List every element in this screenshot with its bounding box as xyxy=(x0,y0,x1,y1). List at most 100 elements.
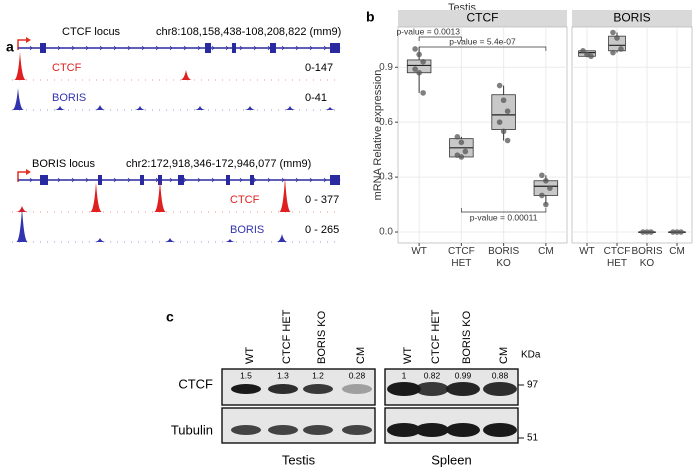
x-tick-label: CM xyxy=(538,246,554,257)
point xyxy=(458,154,465,160)
strand-arrow xyxy=(197,45,201,51)
strand-arrow xyxy=(323,177,327,183)
band xyxy=(303,384,333,394)
significance-bracket xyxy=(461,208,547,213)
locus-coords: chr2:172,918,346-172,946,077 (mm9) xyxy=(126,158,311,170)
strand-arrow xyxy=(141,45,145,51)
point xyxy=(416,51,422,58)
p-value: p-value = 0.0013 xyxy=(396,26,460,36)
strand-arrow xyxy=(253,45,257,51)
point xyxy=(454,134,461,140)
track-name: BORIS xyxy=(230,224,264,236)
exon xyxy=(140,175,144,185)
signal-peak xyxy=(90,182,102,212)
point xyxy=(648,229,654,235)
strand-arrow xyxy=(85,45,89,51)
p-value: p-value = 5.4e-07 xyxy=(449,36,516,46)
unit-label: KDa xyxy=(521,350,541,361)
band xyxy=(303,425,333,435)
signal-peak xyxy=(244,106,256,110)
point xyxy=(504,108,511,115)
signal-peak xyxy=(180,70,192,80)
panel-label: b xyxy=(366,9,375,25)
strand-arrow xyxy=(281,45,285,51)
strand-arrow xyxy=(29,177,33,183)
signal-peak xyxy=(14,52,26,80)
track-range: 0-41 xyxy=(305,92,327,104)
point xyxy=(588,53,594,60)
strand-arrow xyxy=(281,177,285,183)
point xyxy=(610,29,616,36)
y-tick-label: 0.3 xyxy=(379,172,393,183)
strand-arrow xyxy=(113,177,117,183)
point xyxy=(539,192,545,199)
strand-arrow xyxy=(253,177,257,183)
signal-peak xyxy=(224,239,236,242)
signal-peak xyxy=(54,106,66,110)
signal-peak xyxy=(12,88,24,110)
track-name: CTCF xyxy=(230,194,260,206)
locus-name: CTCF locus xyxy=(62,26,121,38)
lane-label: BORIS KO xyxy=(461,310,473,364)
band xyxy=(446,423,480,437)
strand-arrow xyxy=(239,177,243,183)
band-ratio: 1.3 xyxy=(277,370,289,380)
strand-arrow xyxy=(71,45,75,51)
point xyxy=(678,229,684,235)
point xyxy=(610,49,616,56)
point xyxy=(618,46,624,52)
exon xyxy=(98,175,102,185)
strand-arrow xyxy=(127,45,131,51)
strand-arrow xyxy=(29,45,33,51)
strand-arrow xyxy=(211,45,215,51)
signal-peak xyxy=(134,106,146,110)
row-label: Tubulin xyxy=(171,422,213,437)
point xyxy=(670,229,676,235)
exon xyxy=(250,175,254,185)
band xyxy=(231,384,261,394)
band-ratio: 1.2 xyxy=(312,370,324,380)
tss-arrowhead xyxy=(26,169,31,175)
strand-arrow xyxy=(239,45,243,51)
strand-arrow xyxy=(225,45,229,51)
facet-title: CTCF xyxy=(467,11,499,25)
point xyxy=(412,46,418,52)
strand-arrow xyxy=(295,177,299,183)
strand-arrow xyxy=(99,45,103,51)
facet-title: BORIS xyxy=(613,11,650,25)
band xyxy=(387,382,421,396)
signal-peak xyxy=(94,105,106,110)
exon xyxy=(178,175,184,185)
row-label: CTCF xyxy=(178,376,213,391)
point xyxy=(640,229,646,235)
point xyxy=(496,82,503,89)
locus-coords: chr8:108,158,438-108,208,822 (mm9) xyxy=(156,26,341,38)
strand-arrow xyxy=(155,45,159,51)
band xyxy=(342,425,372,435)
signal-peak xyxy=(154,180,166,212)
point xyxy=(420,90,426,96)
point xyxy=(539,172,545,179)
exon xyxy=(270,43,276,53)
lane-label: CTCF HET xyxy=(281,309,293,364)
band xyxy=(268,425,298,435)
band-ratio: 0.82 xyxy=(424,370,441,380)
x-tick-label: CTCF HET xyxy=(448,246,475,269)
strand-arrow xyxy=(323,45,327,51)
y-tick-label: 0.9 xyxy=(379,62,393,73)
band-ratio: 0.28 xyxy=(349,370,366,380)
strand-arrow xyxy=(57,177,61,183)
point xyxy=(412,66,418,72)
band xyxy=(483,423,517,437)
band xyxy=(342,384,372,394)
exon xyxy=(330,43,340,53)
strand-arrow xyxy=(57,45,61,51)
signal-peak xyxy=(94,238,106,242)
strand-arrow xyxy=(113,45,117,51)
strand-arrow xyxy=(85,177,89,183)
x-tick-label: CTCF HET xyxy=(603,246,631,269)
x-tick-label: WT xyxy=(579,246,595,257)
track-range: 0 - 265 xyxy=(305,224,339,236)
significance-bracket xyxy=(418,46,547,51)
